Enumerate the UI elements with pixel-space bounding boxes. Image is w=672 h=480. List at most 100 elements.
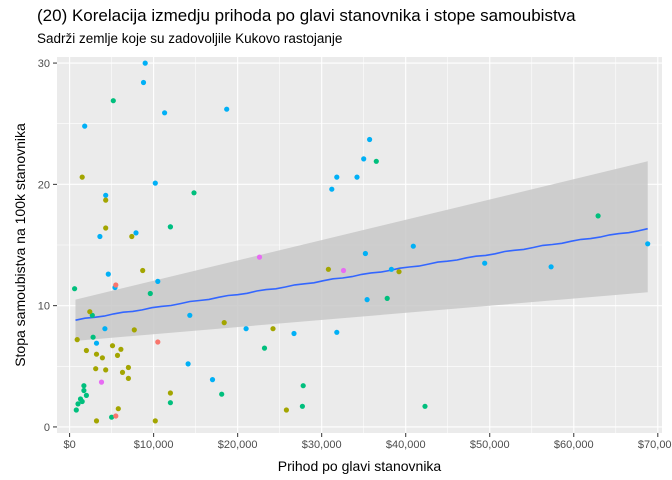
data-point [167,400,173,406]
data-point [99,355,105,361]
data-point [224,106,230,112]
data-point [83,347,89,354]
data-point [187,312,193,318]
data-point [103,367,109,373]
data-point [142,60,148,66]
data-point [113,413,119,419]
data-point [325,266,331,272]
y-tick-label: 30 [38,58,50,70]
data-point [329,186,335,192]
data-point [422,403,428,409]
data-point [140,79,147,86]
data-point [93,351,100,357]
y-axis: 0 10 20 30 [38,58,57,434]
data-point [110,98,116,104]
data-point [90,334,96,340]
data-point [191,190,197,196]
data-point [93,418,100,424]
confidence-band-layer [75,161,648,341]
data-point [81,383,87,389]
data-point [105,271,111,277]
x-tick-label: $0 [63,439,75,451]
data-point [548,264,554,270]
data-point [72,286,78,292]
data-point [361,156,367,162]
data-point [270,326,276,332]
y-tick-label: 10 [38,301,50,313]
data-point [482,260,488,266]
data-point [125,364,131,371]
data-point [98,379,105,385]
data-point [81,387,87,394]
x-tick-label: $10,000 [134,439,174,451]
data-point [102,326,108,332]
y-tick-label: 0 [44,422,50,434]
data-point [152,418,158,424]
data-point [185,361,191,367]
data-point [373,158,379,164]
data-point [147,290,153,297]
data-point [340,267,347,274]
trend-line [75,227,648,321]
data-point [299,403,305,409]
data-point [334,329,340,335]
x-tick-label: $50,000 [470,439,510,451]
chart-title: (20) Korelacija izmedju prihoda po glavi… [37,6,576,25]
data-point [79,174,85,180]
data-point [115,406,121,412]
data-point [261,345,268,351]
data-point [75,401,81,407]
data-point [595,213,601,219]
x-tick-label: $20,000 [218,439,258,451]
chart-subtitle: Sadrži zemlje koje su zadovoljile Kukovo… [37,31,343,46]
data-point [73,407,79,413]
data-point [118,346,124,352]
data-point [93,366,99,372]
trend-line-layer [75,227,648,321]
x-tick-label: $70,000 [638,439,672,451]
data-point [119,369,126,375]
x-axis: $0 $10,000 $20,000 $30,000 $40,000 $50,000 $60… [63,433,672,451]
data-point [155,339,161,345]
data-point [334,174,340,180]
data-point [152,180,158,186]
data-point [131,327,137,333]
data-point [125,375,131,381]
data-point [362,250,368,257]
data-point [221,320,227,326]
x-axis-title: Prihod po glavi stanovnika [278,458,442,474]
x-tick-label: $60,000 [554,439,594,451]
data-point [243,326,249,332]
data-point [410,243,416,249]
data-point [300,383,306,389]
data-point [155,278,161,284]
data-point [167,390,173,396]
data-point [109,343,116,349]
data-point [645,241,651,247]
data-point [97,233,103,240]
data-point [364,297,370,303]
data-point [388,266,394,272]
data-point [114,352,121,358]
y-tick-label: 20 [38,179,50,191]
data-point [103,225,109,231]
data-points-layer [72,60,651,424]
data-point [113,282,119,288]
confidence-band [75,161,648,341]
data-point [133,230,139,236]
data-point [140,267,146,274]
data-point [367,136,373,143]
x-tick-label: $40,000 [386,439,426,451]
data-point [162,110,168,116]
data-point [103,192,109,198]
data-point [109,414,115,420]
data-point [87,309,93,315]
data-point [209,377,216,383]
data-point [283,407,289,413]
x-tick-label: $30,000 [302,439,342,451]
data-point [256,254,263,260]
data-point [74,337,80,343]
data-point [354,174,360,180]
data-point [219,391,225,397]
